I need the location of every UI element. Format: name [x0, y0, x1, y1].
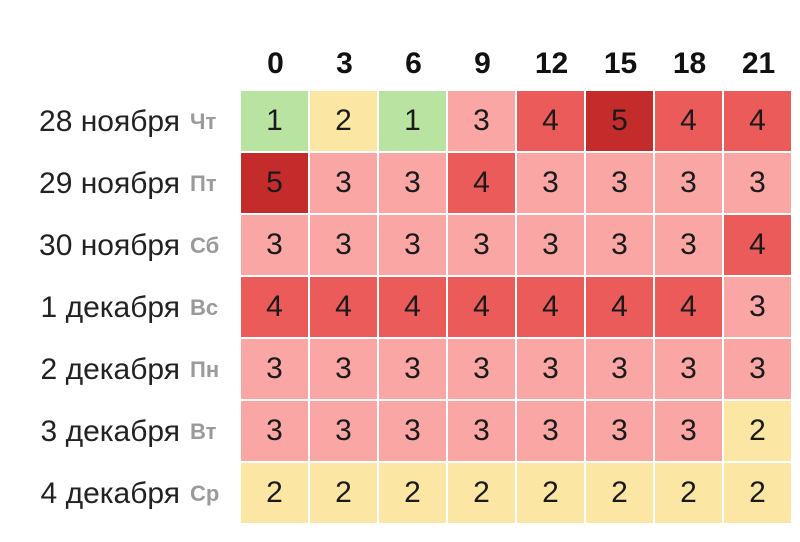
heatmap-cell: 4 [586, 277, 653, 337]
heatmap-cell: 3 [379, 339, 446, 399]
heatmap-cell: 4 [724, 91, 791, 151]
heatmap-cell: 3 [586, 401, 653, 461]
heatmap-cell: 3 [379, 215, 446, 275]
hour-header: 3 [336, 47, 353, 80]
row-label: 1 декабря Вс [0, 277, 232, 339]
heatmap-cell: 5 [586, 91, 653, 151]
weekday-label: Вт [190, 419, 217, 444]
heatmap-cell: 3 [655, 401, 722, 461]
heatmap-cell: 2 [724, 463, 791, 523]
heatmap-cell: 3 [310, 215, 377, 275]
heatmap-cell: 3 [310, 153, 377, 213]
heatmap-cell: 3 [379, 401, 446, 461]
row-label: 29 ноября Пт [0, 153, 232, 215]
heatmap-cell: 2 [586, 463, 653, 523]
hour-header: 6 [405, 47, 422, 80]
heatmap-cell: 3 [448, 215, 515, 275]
date-label: 1 декабря [40, 291, 180, 324]
heatmap-cell: 4 [310, 277, 377, 337]
heatmap-cell: 3 [448, 401, 515, 461]
hour-header: 21 [741, 47, 776, 80]
heatmap-cell: 4 [379, 277, 446, 337]
heatmap-cell: 2 [448, 463, 515, 523]
heatmap-cell: 3 [448, 91, 515, 151]
heatmap-cell: 4 [655, 277, 722, 337]
weekday-label: Сб [190, 233, 220, 258]
heatmap-cell: 3 [379, 153, 446, 213]
heatmap-cell: 3 [241, 401, 308, 461]
heatmap-cell: 4 [724, 215, 791, 275]
row-label: 30 ноября Сб [0, 215, 232, 277]
row-label: 2 декабря Пн [0, 339, 232, 401]
heatmap-cell: 2 [241, 463, 308, 523]
hour-header: 12 [534, 47, 569, 80]
hour-header: 0 [267, 47, 284, 80]
weekday-label: Пн [190, 357, 220, 382]
heatmap-cell: 2 [517, 463, 584, 523]
heatmap-cell: 3 [448, 339, 515, 399]
heatmap-cell: 3 [517, 153, 584, 213]
heatmap-cell: 3 [655, 215, 722, 275]
heatmap-cell: 3 [517, 401, 584, 461]
heatmap-cell: 1 [241, 91, 308, 151]
heatmap-cell: 2 [724, 401, 791, 461]
row-label: 4 декабря Ср [0, 463, 232, 525]
date-label: 28 ноября [39, 105, 180, 138]
heatmap-cell: 2 [379, 463, 446, 523]
heatmap-cell: 4 [448, 277, 515, 337]
date-label: 4 декабря [40, 477, 180, 510]
row-label: 28 ноября Чт [0, 91, 232, 153]
heatmap-cell: 2 [655, 463, 722, 523]
heatmap-cell: 5 [241, 153, 308, 213]
heatmap-cell: 3 [586, 339, 653, 399]
date-label: 2 декабря [40, 353, 180, 386]
heatmap-cell: 4 [517, 91, 584, 151]
heatmap-cell: 2 [310, 463, 377, 523]
heatmap-cell: 3 [724, 339, 791, 399]
hour-header: 9 [474, 47, 491, 80]
hour-header: 15 [603, 47, 638, 80]
heatmap-cell: 3 [241, 339, 308, 399]
heatmap-cell: 3 [310, 401, 377, 461]
heatmap-cell: 3 [724, 153, 791, 213]
heatmap-cell: 1 [379, 91, 446, 151]
heatmap-cell: 3 [586, 153, 653, 213]
heatmap-cell: 3 [517, 339, 584, 399]
hour-header: 18 [672, 47, 707, 80]
date-label: 30 ноября [39, 229, 180, 262]
heatmap-cell: 4 [448, 153, 515, 213]
weekday-label: Ср [190, 481, 220, 506]
weekday-label: Пт [190, 171, 217, 196]
date-label: 3 декабря [40, 415, 180, 448]
heatmap-cell: 2 [310, 91, 377, 151]
heatmap-cell: 3 [586, 215, 653, 275]
date-label: 29 ноября [39, 167, 180, 200]
heatmap-cell: 3 [310, 339, 377, 399]
heatmap-cell: 3 [655, 339, 722, 399]
weekday-label: Вс [190, 295, 219, 320]
heatmap-cell: 4 [241, 277, 308, 337]
heatmap-cell: 3 [517, 215, 584, 275]
weekday-label: Чт [190, 109, 217, 134]
heatmap-cell: 4 [517, 277, 584, 337]
heatmap-cell: 3 [241, 215, 308, 275]
heatmap-cell: 4 [655, 91, 722, 151]
heatmap-cell: 3 [724, 277, 791, 337]
row-label: 3 декабря Вт [0, 401, 232, 463]
heatmap-cell: 3 [655, 153, 722, 213]
